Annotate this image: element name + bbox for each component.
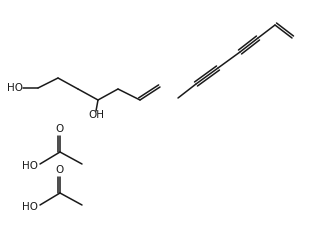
Text: O: O (56, 165, 64, 175)
Text: HO: HO (22, 202, 38, 212)
Text: HO: HO (7, 83, 23, 93)
Text: HO: HO (22, 161, 38, 171)
Text: O: O (56, 124, 64, 134)
Text: OH: OH (88, 110, 104, 120)
